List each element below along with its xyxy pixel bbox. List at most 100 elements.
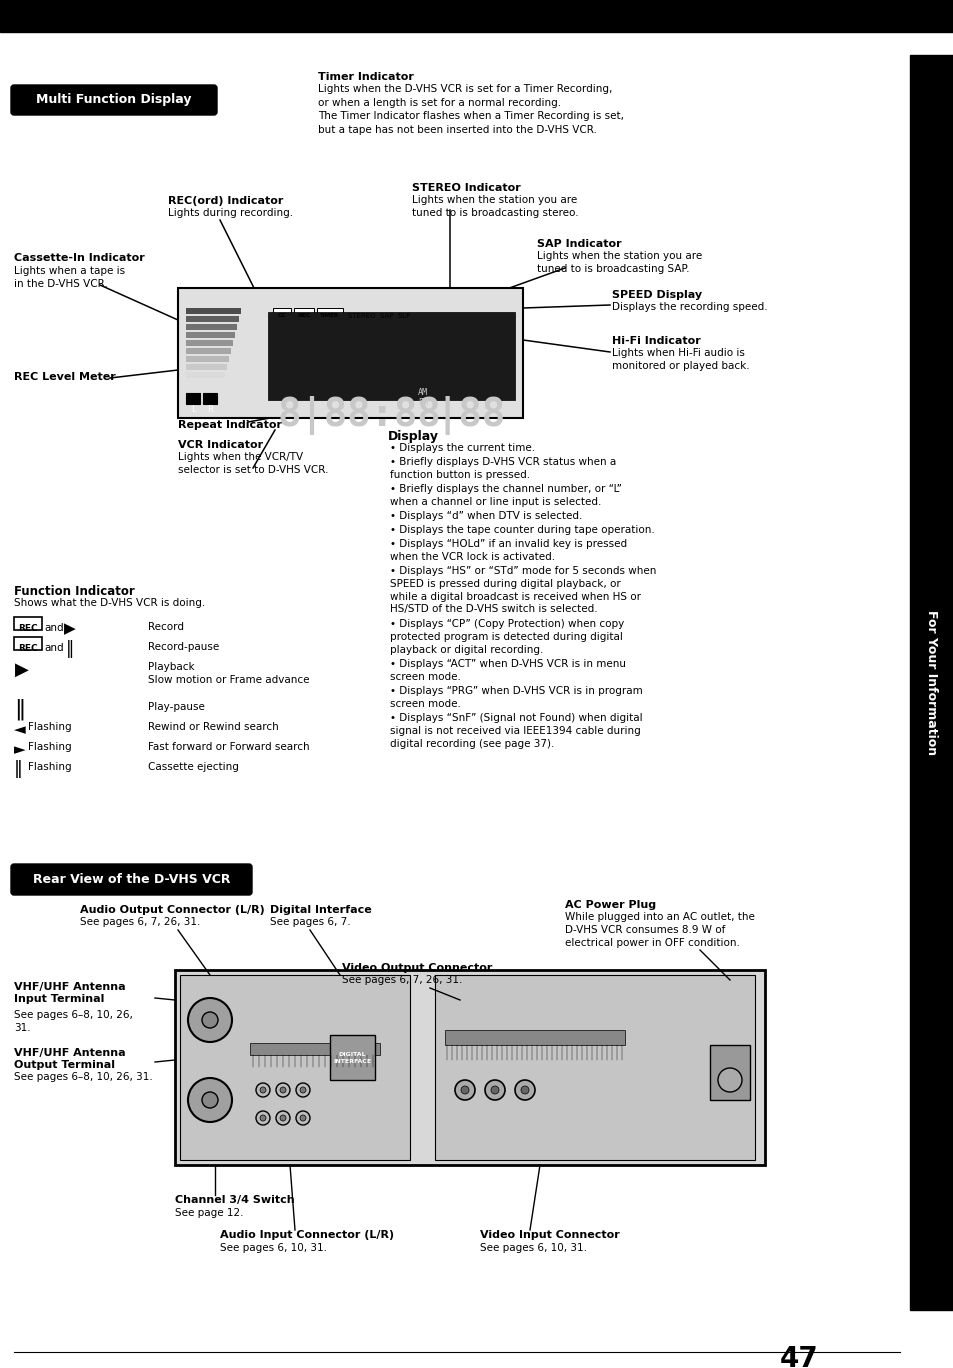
Circle shape	[202, 1012, 218, 1027]
Text: ‖: ‖	[66, 640, 74, 658]
Text: • Displays the current time.: • Displays the current time.	[390, 443, 535, 453]
Bar	[0, 0, 953, 31]
Bar	[178, 289, 522, 419]
Text: CC: CC	[277, 313, 286, 317]
Text: |88: |88	[436, 395, 506, 435]
Bar	[294, 308, 314, 317]
Text: Lights when the D-VHS VCR is set for a Timer Recording,
or when a length is set : Lights when the D-VHS VCR is set for a T…	[317, 83, 623, 135]
Circle shape	[718, 1068, 741, 1092]
Text: Repeat Indicator: Repeat Indicator	[178, 420, 282, 430]
Text: • Briefly displays D-VHS VCR status when a
function button is pressed.: • Briefly displays D-VHS VCR status when…	[390, 457, 616, 480]
Text: VHF/UHF Antenna
Input Terminal: VHF/UHF Antenna Input Terminal	[14, 982, 126, 1004]
Text: ‖: ‖	[14, 761, 23, 778]
Text: SPEED Display: SPEED Display	[612, 290, 701, 300]
Text: and: and	[44, 622, 64, 633]
Bar	[186, 332, 234, 338]
Text: REC: REC	[18, 624, 38, 633]
Bar	[273, 308, 291, 317]
Bar	[316, 308, 343, 317]
Text: See pages 6, 10, 31.: See pages 6, 10, 31.	[479, 1244, 586, 1253]
Text: Rewind or Rewind search: Rewind or Rewind search	[148, 722, 278, 732]
Text: DIGITAL
INTERFACE: DIGITAL INTERFACE	[333, 1052, 371, 1063]
Text: ◄: ◄	[14, 722, 26, 737]
Text: TIMER: TIMER	[320, 313, 339, 317]
Text: • Displays “HOLd” if an invalid key is pressed
when the VCR lock is activated.: • Displays “HOLd” if an invalid key is p…	[390, 539, 626, 562]
Circle shape	[275, 1083, 290, 1097]
Bar	[14, 637, 42, 650]
Text: REC(ord) Indicator: REC(ord) Indicator	[168, 196, 283, 207]
Text: Lights when the VCR/TV
selector is set to D-VHS VCR.: Lights when the VCR/TV selector is set t…	[178, 451, 328, 475]
Text: Play-pause: Play-pause	[148, 702, 205, 711]
Text: See pages 6, 7, 26, 31.: See pages 6, 7, 26, 31.	[341, 975, 462, 985]
Text: Rear View of the D-VHS VCR: Rear View of the D-VHS VCR	[32, 873, 230, 886]
Text: 8|88:88: 8|88:88	[277, 395, 441, 435]
Text: While plugged into an AC outlet, the
D-VHS VCR consumes 8.9 W of
electrical powe: While plugged into an AC outlet, the D-V…	[564, 912, 754, 948]
Text: See page 12.: See page 12.	[174, 1208, 243, 1218]
Circle shape	[460, 1086, 469, 1094]
Bar	[186, 364, 227, 369]
Text: Audio Output Connector (L/R): Audio Output Connector (L/R)	[80, 906, 265, 915]
Circle shape	[295, 1083, 310, 1097]
Text: VCR  HI-FI: VCR HI-FI	[273, 328, 307, 334]
Bar	[186, 341, 233, 346]
Text: AC Power Plug: AC Power Plug	[564, 900, 656, 910]
Bar	[186, 308, 241, 315]
Circle shape	[484, 1079, 504, 1100]
Circle shape	[299, 1115, 306, 1120]
Text: Timer Indicator: Timer Indicator	[317, 73, 414, 82]
Circle shape	[299, 1088, 306, 1093]
Bar	[444, 1030, 624, 1045]
Text: See pages 6–8, 10, 26, 31.: See pages 6–8, 10, 26, 31.	[14, 1073, 152, 1082]
Bar	[186, 356, 229, 363]
Text: Record: Record	[148, 622, 184, 632]
Text: Record-pause: Record-pause	[148, 642, 219, 653]
Bar	[250, 1042, 379, 1055]
Text: See pages 6, 7.: See pages 6, 7.	[270, 917, 351, 928]
Text: ‖: ‖	[14, 699, 26, 721]
Circle shape	[455, 1079, 475, 1100]
Circle shape	[202, 1092, 218, 1108]
Text: STEREO Indicator: STEREO Indicator	[412, 183, 520, 193]
Text: • Displays “HS” or “STd” mode for 5 seconds when
SPEED is pressed during digital: • Displays “HS” or “STd” mode for 5 seco…	[390, 566, 656, 614]
Text: Lights when the station you are
tuned to is broadcasting stereo.: Lights when the station you are tuned to…	[412, 196, 578, 219]
Bar	[709, 1045, 749, 1100]
Circle shape	[188, 999, 232, 1042]
Text: Video Output Connector: Video Output Connector	[341, 963, 492, 973]
Text: Cassette-In Indicator: Cassette-In Indicator	[14, 253, 145, 263]
Text: VHF/UHF Antenna
Output Terminal: VHF/UHF Antenna Output Terminal	[14, 1048, 126, 1070]
Text: Audio Input Connector (L/R): Audio Input Connector (L/R)	[220, 1230, 394, 1239]
Text: Lights when Hi-Fi audio is
monitored or played back.: Lights when Hi-Fi audio is monitored or …	[612, 347, 749, 371]
Text: Lights when a tape is
in the D-VHS VCR.: Lights when a tape is in the D-VHS VCR.	[14, 265, 125, 289]
FancyBboxPatch shape	[11, 865, 252, 895]
Text: 47: 47	[780, 1345, 818, 1368]
Bar	[203, 393, 216, 404]
Text: REC Level Meter: REC Level Meter	[14, 372, 115, 382]
Bar	[186, 372, 225, 378]
Text: L: L	[191, 405, 195, 413]
Text: Flashing: Flashing	[28, 762, 71, 772]
Bar	[174, 970, 764, 1166]
Text: STEREO  SAP  SLP: STEREO SAP SLP	[348, 313, 410, 319]
Bar	[909, 55, 953, 1311]
Text: Channel 3/4 Switch: Channel 3/4 Switch	[174, 1196, 294, 1205]
Text: AM
PM: AM PM	[417, 389, 428, 408]
Bar	[330, 1036, 375, 1079]
Text: Flashing: Flashing	[28, 741, 71, 752]
Text: Digital Interface: Digital Interface	[270, 906, 372, 915]
Text: VCR Indicator: VCR Indicator	[178, 440, 263, 450]
Bar	[180, 975, 410, 1160]
Text: See pages 6–8, 10, 26,
31.: See pages 6–8, 10, 26, 31.	[14, 1010, 132, 1033]
Text: Function Indicator: Function Indicator	[14, 586, 134, 598]
Text: • Displays the tape counter during tape operation.: • Displays the tape counter during tape …	[390, 525, 654, 535]
Circle shape	[255, 1083, 270, 1097]
FancyBboxPatch shape	[11, 85, 216, 115]
Circle shape	[520, 1086, 529, 1094]
Bar	[14, 617, 42, 631]
Text: For Your Information: For Your Information	[924, 610, 938, 755]
Bar	[186, 324, 236, 330]
Circle shape	[515, 1079, 535, 1100]
Circle shape	[275, 1111, 290, 1124]
Text: Multi Function Display: Multi Function Display	[36, 93, 192, 107]
Text: See pages 6, 10, 31.: See pages 6, 10, 31.	[220, 1244, 327, 1253]
Text: Video Input Connector: Video Input Connector	[479, 1230, 619, 1239]
